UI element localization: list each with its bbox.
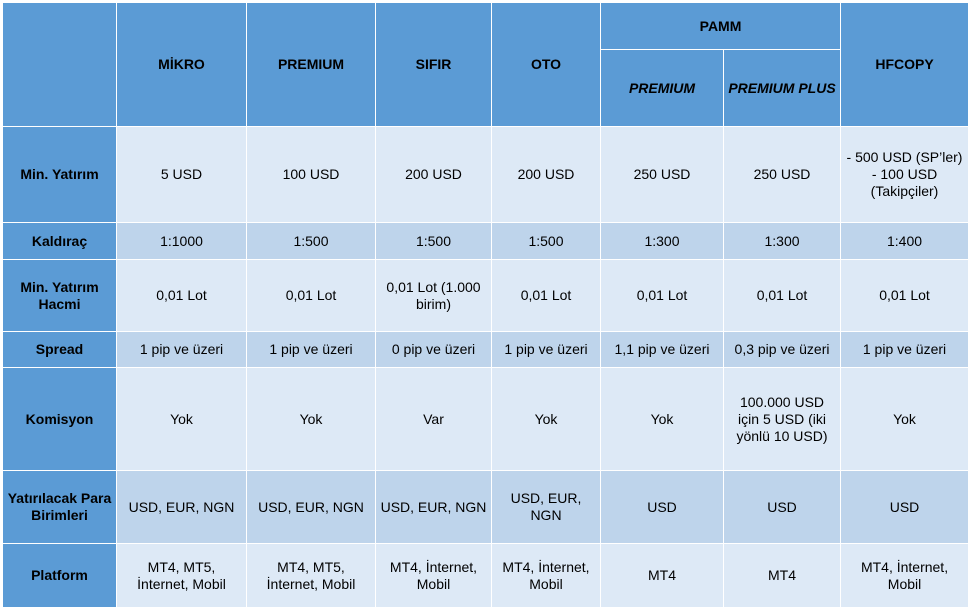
row-label-min-yatirim: Min. Yatırım bbox=[2, 126, 117, 223]
table-row-para-birimleri: Yatırılacak Para Birimleri USD, EUR, NGN U… bbox=[2, 470, 970, 544]
col-header-pamm-premium-plus: PREMIUM PLUS bbox=[722, 49, 842, 127]
cell-para-birimleri-pamm-premium: USD bbox=[600, 470, 724, 544]
cell-komisyon-pamm-premium: Yok bbox=[600, 367, 724, 471]
row-label-kaldirac: Kaldıraç bbox=[2, 222, 117, 260]
cell-komisyon-pamm-premium-plus: 100.000 USD için 5 USD (iki yönlü 10 USD… bbox=[722, 367, 842, 471]
cell-para-birimleri-sifir: USD, EUR, NGN bbox=[375, 470, 492, 544]
table-row-kaldirac: Kaldıraç 1:1000 1:500 1:500 1:500 1:300 1:300 1… bbox=[2, 222, 970, 260]
cell-kaldirac-mikro: 1:1000 bbox=[116, 222, 247, 260]
row-label-para-birimleri: Yatırılacak Para Birimleri bbox=[2, 470, 117, 544]
cell-spread-pamm-premium-plus: 0,3 pip ve üzeri bbox=[722, 331, 842, 368]
col-header-pamm-premium: PREMIUM bbox=[600, 49, 724, 127]
cell-komisyon-oto: Yok bbox=[491, 367, 601, 471]
cell-min-yatirim-hacmi-pamm-premium: 0,01 Lot bbox=[600, 259, 724, 332]
cell-min-yatirim-hacmi-oto: 0,01 Lot bbox=[491, 259, 601, 332]
cell-kaldirac-pamm-premium-plus: 1:300 bbox=[722, 222, 842, 260]
col-header-sifir: SIFIR bbox=[375, 2, 492, 127]
cell-min-yatirim-oto: 200 USD bbox=[491, 126, 601, 223]
cell-para-birimleri-pamm-premium-plus: USD bbox=[722, 470, 842, 544]
row-label-komisyon: Komisyon bbox=[2, 367, 117, 471]
cell-min-yatirim-mikro: 5 USD bbox=[116, 126, 247, 223]
cell-komisyon-sifir: Var bbox=[375, 367, 492, 471]
cell-kaldirac-hfcopy: 1:400 bbox=[840, 222, 970, 260]
row-label-min-yatirim-hacmi: Min. Yatırım Hacmi bbox=[2, 259, 117, 332]
cell-platform-oto: MT4, İnternet, Mobil bbox=[491, 543, 601, 608]
cell-min-yatirim-hfcopy: - 500 USD (SP’ler) - 100 USD (Takipçiler… bbox=[840, 126, 970, 223]
header-corner bbox=[2, 2, 117, 127]
col-header-premium: PREMIUM bbox=[246, 2, 376, 127]
cell-min-yatirim-hacmi-sifir: 0,01 Lot (1.000 birim) bbox=[375, 259, 492, 332]
cell-spread-oto: 1 pip ve üzeri bbox=[491, 331, 601, 368]
cell-platform-pamm-premium-plus: MT4 bbox=[722, 543, 842, 608]
cell-platform-hfcopy: MT4, İnternet, Mobil bbox=[840, 543, 970, 608]
col-header-oto: OTO bbox=[491, 2, 601, 127]
table-row-komisyon: Komisyon Yok Yok Var Yok Yok 100.000 USD için … bbox=[2, 367, 970, 471]
cell-platform-sifir: MT4, İnternet, Mobil bbox=[375, 543, 492, 608]
cell-spread-pamm-premium: 1,1 pip ve üzeri bbox=[600, 331, 724, 368]
cell-para-birimleri-premium: USD, EUR, NGN bbox=[246, 470, 376, 544]
row-label-spread: Spread bbox=[2, 331, 117, 368]
cell-kaldirac-premium: 1:500 bbox=[246, 222, 376, 260]
cell-min-yatirim-pamm-premium: 250 USD bbox=[600, 126, 724, 223]
cell-kaldirac-oto: 1:500 bbox=[491, 222, 601, 260]
cell-min-yatirim-hacmi-premium: 0,01 Lot bbox=[246, 259, 376, 332]
cell-platform-premium: MT4, MT5, İnternet, Mobil bbox=[246, 543, 376, 608]
table-row-min-yatirim: Min. Yatırım 5 USD 100 USD 200 USD 200 USD 25… bbox=[2, 126, 970, 223]
table-row-platform: Platform MT4, MT5, İnternet, Mobil MT4, MT… bbox=[2, 543, 970, 608]
cell-min-yatirim-hacmi-hfcopy: 0,01 Lot bbox=[840, 259, 970, 332]
cell-platform-pamm-premium: MT4 bbox=[600, 543, 724, 608]
table-row-spread: Spread 1 pip ve üzeri 1 pip ve üzeri 0 pip … bbox=[2, 331, 970, 368]
col-group-pamm: PAMM bbox=[599, 2, 842, 50]
cell-spread-hfcopy: 1 pip ve üzeri bbox=[840, 331, 970, 368]
col-header-mikro: MİKRO bbox=[116, 2, 247, 127]
cell-min-yatirim-hacmi-pamm-premium-plus: 0,01 Lot bbox=[722, 259, 842, 332]
cell-min-yatirim-pamm-premium-plus: 250 USD bbox=[722, 126, 842, 223]
cell-komisyon-hfcopy: Yok bbox=[840, 367, 970, 471]
col-header-hfcopy: HFCOPY bbox=[840, 2, 970, 127]
cell-min-yatirim-premium: 100 USD bbox=[246, 126, 376, 223]
row-label-platform: Platform bbox=[2, 543, 117, 608]
cell-kaldirac-pamm-premium: 1:300 bbox=[600, 222, 724, 260]
cell-platform-mikro: MT4, MT5, İnternet, Mobil bbox=[116, 543, 247, 608]
cell-komisyon-mikro: Yok bbox=[116, 367, 247, 471]
cell-spread-premium: 1 pip ve üzeri bbox=[246, 331, 376, 368]
cell-min-yatirim-hacmi-mikro: 0,01 Lot bbox=[116, 259, 247, 332]
table-row-min-yatirim-hacmi: Min. Yatırım Hacmi 0,01 Lot 0,01 Lot 0,01 L… bbox=[2, 259, 970, 332]
cell-para-birimleri-oto: USD, EUR, NGN bbox=[491, 470, 601, 544]
cell-para-birimleri-hfcopy: USD bbox=[840, 470, 970, 544]
cell-spread-mikro: 1 pip ve üzeri bbox=[116, 331, 247, 368]
cell-kaldirac-sifir: 1:500 bbox=[375, 222, 492, 260]
cell-min-yatirim-sifir: 200 USD bbox=[375, 126, 492, 223]
cell-spread-sifir: 0 pip ve üzeri bbox=[375, 331, 492, 368]
cell-para-birimleri-mikro: USD, EUR, NGN bbox=[116, 470, 247, 544]
cell-komisyon-premium: Yok bbox=[246, 367, 376, 471]
